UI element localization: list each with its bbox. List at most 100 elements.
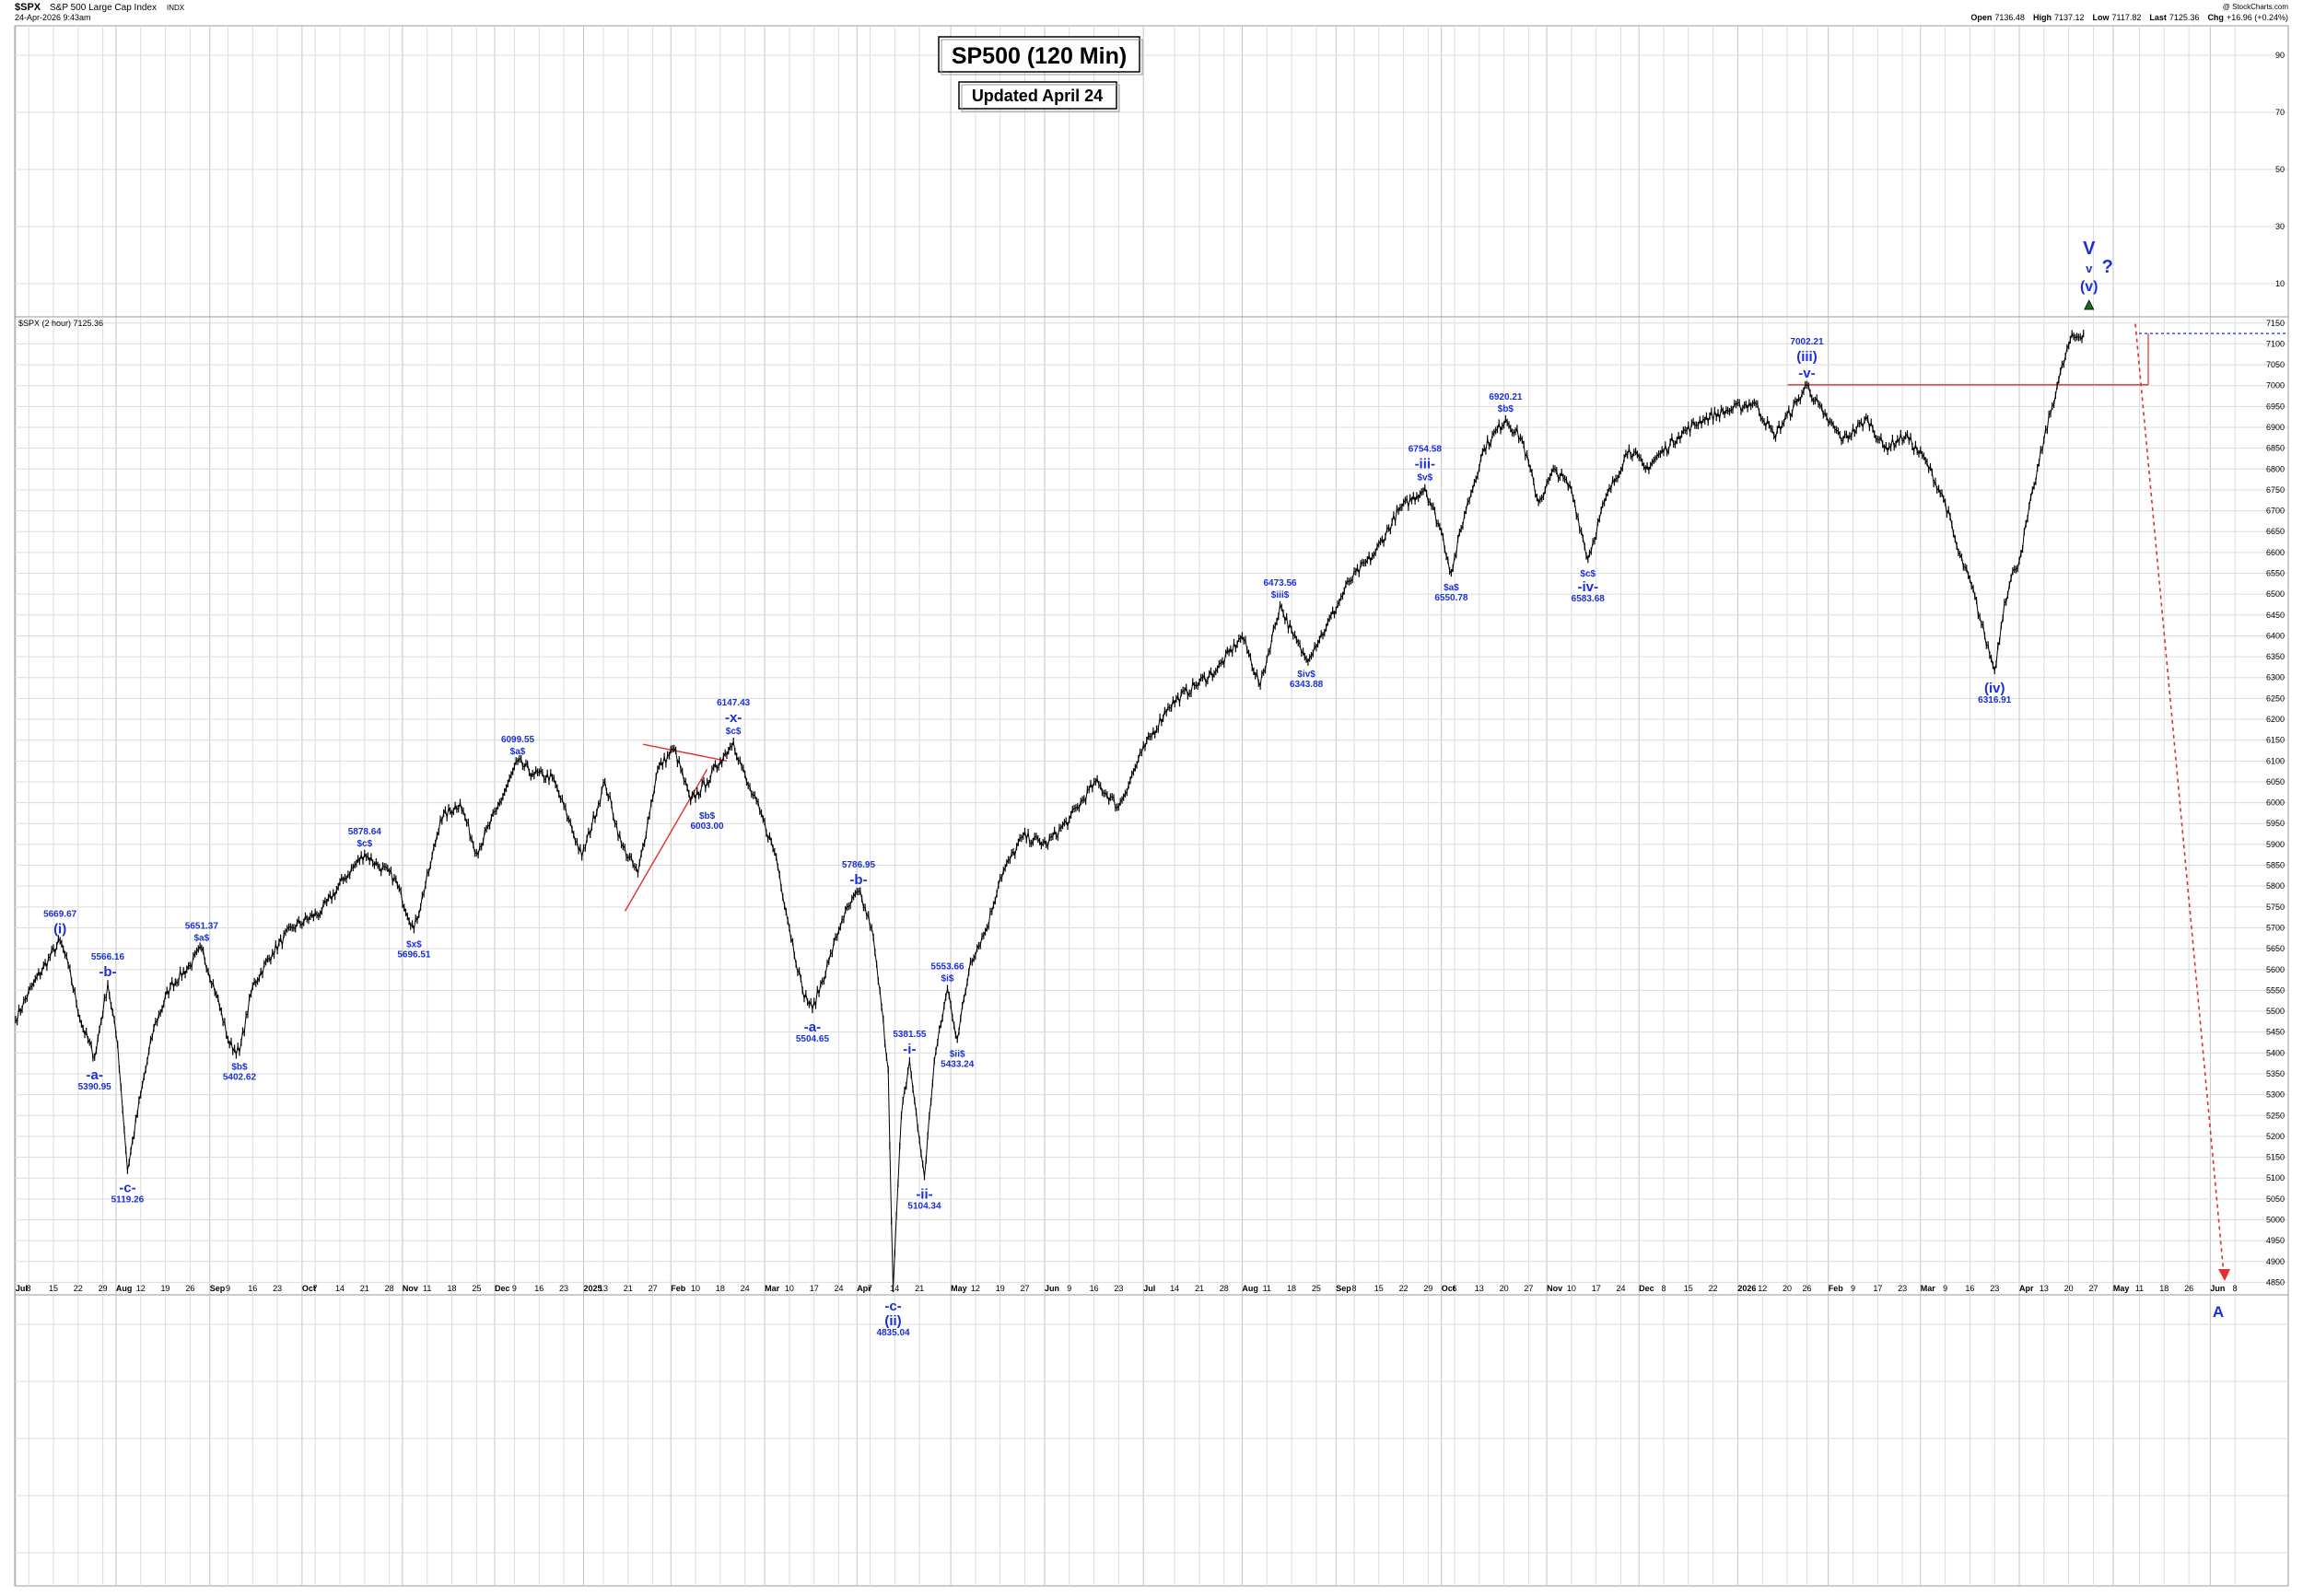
y-tick-label: 5150 [2266,1153,2285,1162]
y-tick-label: 6800 [2266,464,2285,473]
y-tick-label: 6850 [2266,444,2285,453]
y-tick-label: 6150 [2266,736,2285,745]
x-tick-label: Apr [857,1284,871,1293]
triangle-upper-trendline [642,743,728,763]
peak-marker-triangle [2084,299,2095,310]
price-panel-frame [14,316,2289,1296]
x-tick-label: 13 [2040,1284,2049,1293]
x-tick-label: 8 [1351,1284,1356,1293]
y-tick-label: 6250 [2266,693,2285,703]
wave-label: $v$ [1417,473,1432,483]
lower-panel-frame [14,1294,2289,1587]
wave-label: -iii- [1415,457,1436,472]
y-tick-label: 6450 [2266,611,2285,620]
y-tick-label: 5550 [2266,985,2285,995]
header-datetime: 24-Apr-2026 9:43am [15,13,91,22]
wave-label: $a$ [194,934,210,944]
y-tick-label: 6700 [2266,507,2285,516]
subtitle-box [958,81,1117,110]
y-tick-label: 6100 [2266,756,2285,765]
x-tick-label: 7 [868,1284,872,1293]
x-tick-label: 23 [1990,1284,1999,1293]
price-panel-grid [15,317,2288,1295]
wave-label: 6920.21 [1489,392,1523,402]
x-tick-label: Feb [671,1284,686,1293]
x-tick-label: 9 [226,1284,230,1293]
price-line [15,332,2085,1289]
wave-v-label: V [2083,239,2096,259]
ohlc-label: Low [2093,13,2110,22]
wave-label: 5553.66 [930,962,964,973]
y-tick-label: 6200 [2266,715,2285,724]
wave-label: $a$ [510,747,526,757]
y-tick-label: 5050 [2266,1194,2285,1204]
x-tick-label: 27 [2088,1284,2098,1293]
x-tick-label: Dec [495,1284,510,1293]
x-tick-label: 26 [1802,1284,1811,1293]
wave-label: 5381.55 [893,1030,927,1040]
upper-panel-grid: 90 70 50 30 10 [15,26,2288,317]
x-tick-label: 20 [1500,1284,1509,1293]
wave-label: -i- [903,1042,916,1057]
x-tick-label: 23 [559,1284,568,1293]
y-tick-label: 6750 [2266,485,2285,495]
wave-label: -x- [725,710,742,726]
target-label: A [2213,1303,2224,1321]
x-tick-label: 9 [1851,1284,1855,1293]
x-tick-label: 9 [512,1284,517,1293]
ohlc-label: Open [1970,13,1992,22]
x-tick-label: Sep [1336,1284,1351,1293]
x-tick-label: 9 [1067,1284,1071,1293]
ohlc-value: 7136.48 [1994,13,2025,22]
wave-label: -a- [87,1067,103,1083]
y-tick-label: 5200 [2266,1132,2285,1141]
wave-label: 5878.64 [348,827,382,837]
wave-label: -iv- [1578,579,1599,595]
y-tick-label: 6950 [2266,402,2285,411]
subtitle-box-shadow [961,84,1120,112]
y-tick-label: 6550 [2266,569,2285,578]
y-tick-label: 4850 [2266,1277,2285,1287]
x-tick-label: Jul [1143,1284,1155,1293]
x-tick-label: 25 [472,1284,481,1293]
x-tick-label: Mar [1921,1284,1936,1293]
x-tick-label: 15 [1684,1284,1693,1293]
wave-label: $c$ [726,727,742,737]
x-tick-label: 22 [1709,1284,1718,1293]
x-tick-label: 19 [996,1284,1005,1293]
wave-labels: (i)5669.67-b-5566.16-a-5390.95-c-5119.26… [43,239,2224,1338]
x-tick-label: 19 [161,1284,170,1293]
wave-label: 5402.62 [223,1072,257,1082]
wave-label: 6003.00 [690,821,724,832]
x-tick-label: Oct [1442,1284,1455,1293]
wave-label: 6754.58 [1409,445,1443,455]
x-tick-label: 14 [890,1284,899,1293]
wave-label: $iv$ [1297,670,1315,680]
wave-label: -c- [884,1299,901,1314]
x-tick-label: Aug [116,1284,133,1293]
y-tick-label: 6500 [2266,589,2285,599]
wave-label: $b$ [231,1062,248,1072]
x-tick-label: Apr [2019,1284,2034,1293]
x-tick-label: 25 [1312,1284,1321,1293]
y-tick-label: 6600 [2266,548,2285,557]
y-tick-label: 4950 [2266,1236,2285,1245]
ohlc-value: 7125.36 [2169,13,2200,22]
y-tick-label: 7050 [2266,360,2285,369]
ohlc-label: Last [2149,13,2167,22]
x-tick-label: 12 [136,1284,146,1293]
y-axis: 4850 4900 4950 5000 5050 5100 5150 5200 5250 5300… [2266,319,2285,1287]
x-tick-label: 15 [49,1284,58,1293]
wave-label: $c$ [1580,569,1596,579]
wave-label: $x$ [406,939,422,949]
x-tick-label: 24 [1617,1284,1626,1293]
wave-label: 6473.56 [1263,578,1297,588]
x-tick-label: Jul [16,1284,28,1293]
x-tick-label: 11 [423,1284,431,1293]
wave-v-label: v [2086,262,2093,275]
ohlc-label: Chg [2207,13,2224,22]
ohlc-label: High [2033,13,2052,22]
x-tick-label: 23 [273,1284,282,1293]
x-tick-label: 16 [1965,1284,1974,1293]
